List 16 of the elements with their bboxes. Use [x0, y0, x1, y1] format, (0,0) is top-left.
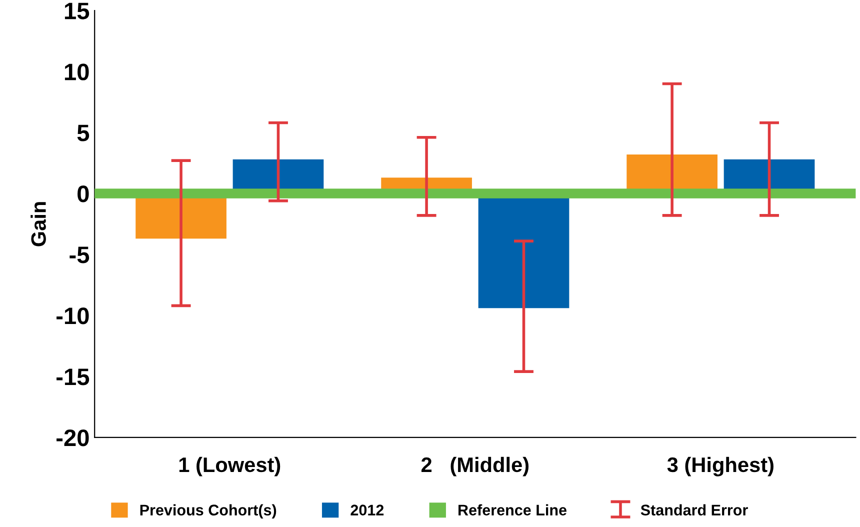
y-tick-label: 10	[64, 64, 89, 80]
y-tick-label: -5	[70, 246, 90, 264]
y-tick-label: -10	[56, 308, 89, 324]
x-tick-label: 1 (Lowest)	[179, 456, 280, 476]
y-tick-label: 0	[78, 186, 89, 202]
legend-label: Reference Line	[458, 504, 567, 516]
y-tick-label: 5	[77, 124, 90, 142]
text: Standard Error	[640, 504, 748, 516]
legend-label: 2012	[350, 504, 384, 516]
x-tick-label: 3 (Highest)	[667, 456, 774, 476]
y-axis-title: Gain	[30, 202, 46, 246]
x-tick-label: 2 (Middle)	[421, 456, 529, 476]
legend-label: Previous Cohort(s)	[140, 504, 276, 519]
y-tick-label: -15	[56, 368, 90, 386]
y-tick-label: -20	[56, 429, 89, 446]
y-tick-label: 15	[64, 2, 90, 20]
